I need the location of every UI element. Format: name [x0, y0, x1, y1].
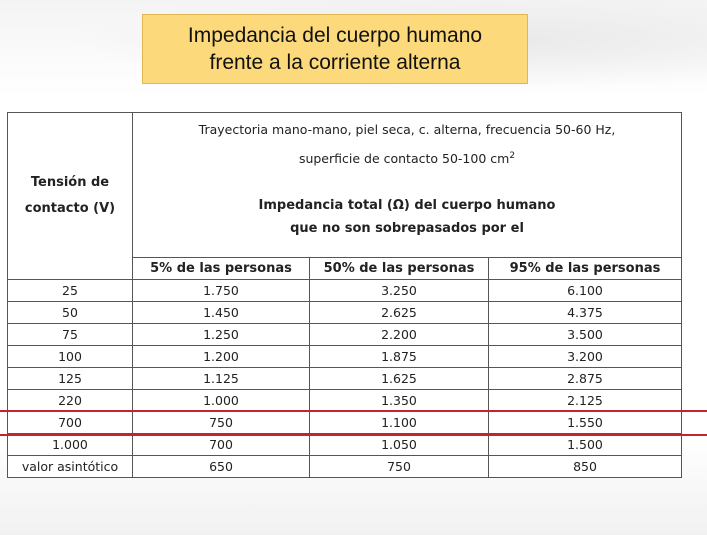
table-cell: 75: [7, 323, 133, 346]
impedance-table-wrapper: Tensión de contacto (V) Trayectoria mano…: [7, 112, 682, 478]
table-cell: 25: [7, 279, 133, 302]
table-cell: 100: [7, 345, 133, 368]
table-cell: 750: [132, 411, 310, 434]
table-cell: 1.875: [309, 345, 489, 368]
conditions-line-2-text: superficie de contacto 50-100 cm: [298, 151, 510, 167]
conditions-line-1: Trayectoria mano-mano, piel seca, c. alt…: [198, 122, 616, 137]
table-cell: 3.200: [488, 345, 682, 368]
table-row: 100 1.200 1.875 3.200: [7, 345, 682, 368]
conditions-line-2: superficie de contacto 50-100 cm2: [133, 143, 681, 172]
table-row: 25 1.750 3.250 6.100: [7, 279, 682, 302]
table-cell: 1.050: [309, 433, 489, 456]
table-cell: 700: [7, 411, 133, 434]
table-cell: 1.625: [309, 367, 489, 390]
voltage-header-line-2: contacto (V): [24, 201, 116, 216]
table-cell: 1.000: [132, 389, 310, 412]
table-cell: 1.250: [132, 323, 310, 346]
table-cell: 850: [488, 455, 682, 478]
table-row: 50 1.450 2.625 4.375: [7, 301, 682, 324]
table-cell: 700: [132, 433, 310, 456]
table-cell: 750: [309, 455, 489, 478]
subheader-50-percent: 50% de las personas: [309, 257, 489, 280]
table-row: valor asintótico 650 750 850: [7, 455, 682, 478]
table-cell: 1.500: [488, 433, 682, 456]
table-cell: 1.550: [488, 411, 682, 434]
impedance-caption-line-2: que no son sobrepasados por el: [290, 221, 524, 237]
table-cell: 3.250: [309, 279, 489, 302]
title-box: Impedancia del cuerpo humano frente a la…: [142, 14, 528, 84]
title-line-1: Impedancia del cuerpo humano: [187, 24, 483, 47]
table-cell: valor asintótico: [7, 455, 133, 478]
table-cell: 1.750: [132, 279, 310, 302]
table-cell: 2.200: [309, 323, 489, 346]
voltage-column-header: Tensión de contacto (V): [7, 112, 133, 280]
superscript-2: 2: [509, 151, 516, 161]
impedance-caption: Impedancia total (Ω) del cuerpo humano q…: [133, 194, 681, 240]
impedance-caption-line-1: Impedancia total (Ω) del cuerpo humano: [258, 198, 556, 214]
table-row: 1.000 700 1.050 1.500: [7, 433, 682, 456]
table-cell: 220: [7, 389, 133, 412]
conditions-description: Trayectoria mano-mano, piel seca, c. alt…: [133, 117, 681, 172]
table-cell: 2.875: [488, 367, 682, 390]
table-cell: 6.100: [488, 279, 682, 302]
subheader-5-percent: 5% de las personas: [132, 257, 310, 280]
highlight-line-bottom: [0, 434, 707, 436]
voltage-header-line-1: Tensión de: [30, 175, 110, 190]
table-cell: 1.100: [309, 411, 489, 434]
highlight-line-top: [0, 410, 707, 412]
title-line-2: frente a la corriente alterna: [209, 51, 461, 74]
table-cell: 1.350: [309, 389, 489, 412]
table-cell: 125: [7, 367, 133, 390]
table-cell: 650: [132, 455, 310, 478]
impedance-table: Tensión de contacto (V) Trayectoria mano…: [7, 112, 682, 478]
table-cell: 1.200: [132, 345, 310, 368]
table-row-highlighted: 220 1.000 1.350 2.125: [7, 389, 682, 412]
table-row: 700 750 1.100 1.550: [7, 411, 682, 434]
table-cell: 50: [7, 301, 133, 324]
table-cell: 1.450: [132, 301, 310, 324]
table-row: 125 1.125 1.625 2.875: [7, 367, 682, 390]
table-cell: 4.375: [488, 301, 682, 324]
table-cell: 2.125: [488, 389, 682, 412]
subheader-95-percent: 95% de las personas: [488, 257, 682, 280]
table-cell: 1.000: [7, 433, 133, 456]
impedance-group-header: Trayectoria mano-mano, piel seca, c. alt…: [132, 112, 682, 258]
table-cell: 2.625: [309, 301, 489, 324]
table-cell: 1.125: [132, 367, 310, 390]
table-cell: 3.500: [488, 323, 682, 346]
table-row: 75 1.250 2.200 3.500: [7, 323, 682, 346]
